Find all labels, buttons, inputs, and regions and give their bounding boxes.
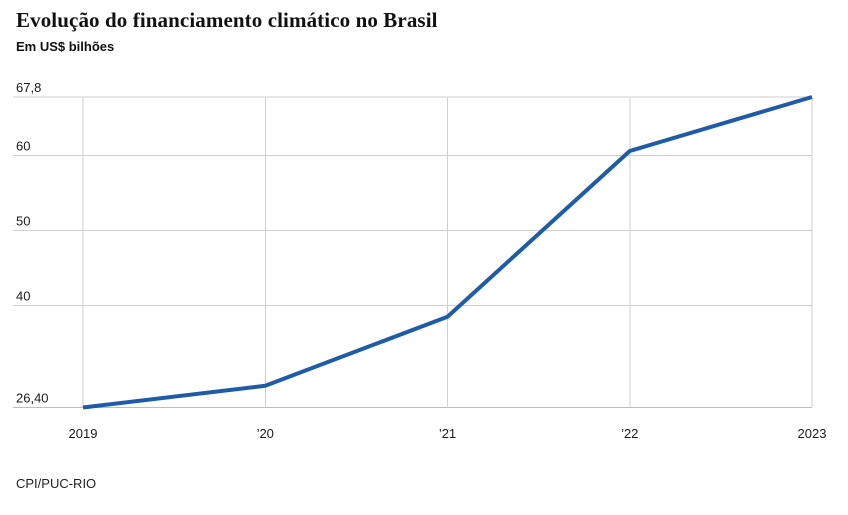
y-tick-label: 50 xyxy=(16,214,30,229)
x-tick-label: 2023 xyxy=(798,426,827,441)
y-tick-label: 67,8 xyxy=(16,80,41,95)
chart-title: Evolução do financiamento climático no B… xyxy=(16,8,438,32)
y-tick-label: 40 xyxy=(16,289,30,304)
y-tick-label: 60 xyxy=(16,139,30,154)
chart-subtitle: Em US$ bilhões xyxy=(16,39,115,54)
x-tick-label: ’20 xyxy=(257,426,274,441)
vertical-gridlines xyxy=(82,97,813,408)
horizontal-gridlines xyxy=(13,96,812,408)
x-axis-labels: 2019 ’20 ’21 ’22 2023 xyxy=(69,426,827,441)
x-tick-label: ’22 xyxy=(621,426,638,441)
y-tick-label: 26,40 xyxy=(16,391,49,406)
x-tick-label: 2019 xyxy=(69,426,98,441)
data-line xyxy=(82,95,813,410)
x-tick-label: ’21 xyxy=(439,426,456,441)
source-label: CPI/PUC-RIO xyxy=(16,476,97,491)
y-axis-labels: 67,8 60 50 40 26,40 xyxy=(16,80,49,406)
